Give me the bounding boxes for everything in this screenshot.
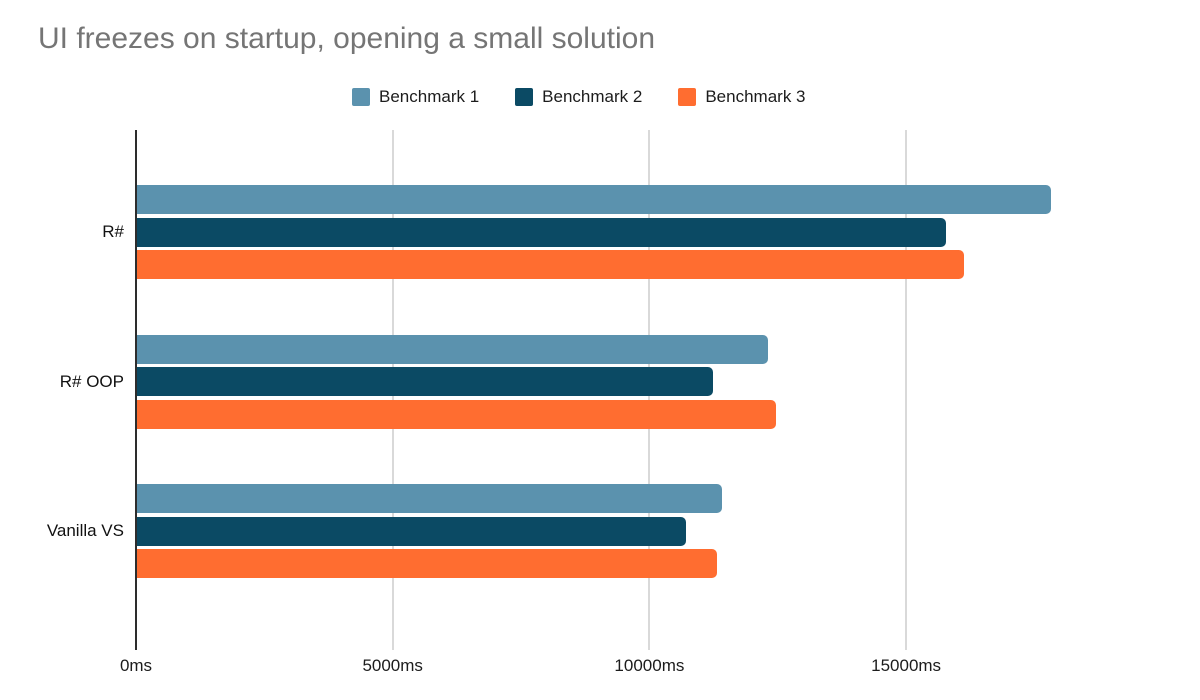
bar [137, 516, 686, 546]
legend-label: Benchmark 3 [705, 87, 806, 106]
bar [137, 250, 964, 279]
legend-swatch [352, 88, 370, 106]
x-tick-label: 10000ms [614, 656, 685, 675]
x-tick-label: 5000ms [362, 656, 423, 675]
chart-legend: Benchmark 1 Benchmark 2 Benchmark 3 [352, 87, 806, 107]
bar [137, 217, 946, 247]
bar [137, 549, 717, 578]
gridline [905, 130, 908, 650]
category-label: R# [102, 222, 124, 241]
bar [137, 367, 713, 396]
bar [137, 399, 776, 429]
chart-title: UI freezes on startup, opening a small s… [38, 22, 656, 55]
bar [137, 334, 768, 364]
category-label: R# OOP [59, 371, 124, 391]
category-label: Vanilla VS [46, 521, 124, 540]
legend-item: Benchmark 3 [678, 87, 806, 107]
legend-item: Benchmark 1 [352, 87, 479, 107]
legend-item: Benchmark 2 [515, 87, 642, 107]
value-axis-baseline [135, 130, 137, 650]
legend-label: Benchmark 1 [379, 87, 480, 106]
bar [137, 484, 722, 513]
x-tick-label: 15000ms [871, 656, 942, 675]
legend-swatch [515, 88, 534, 106]
legend-label: Benchmark 2 [542, 87, 643, 106]
x-tick-label: 0ms [119, 656, 153, 675]
legend-swatch [678, 88, 697, 106]
bar [137, 185, 1051, 214]
